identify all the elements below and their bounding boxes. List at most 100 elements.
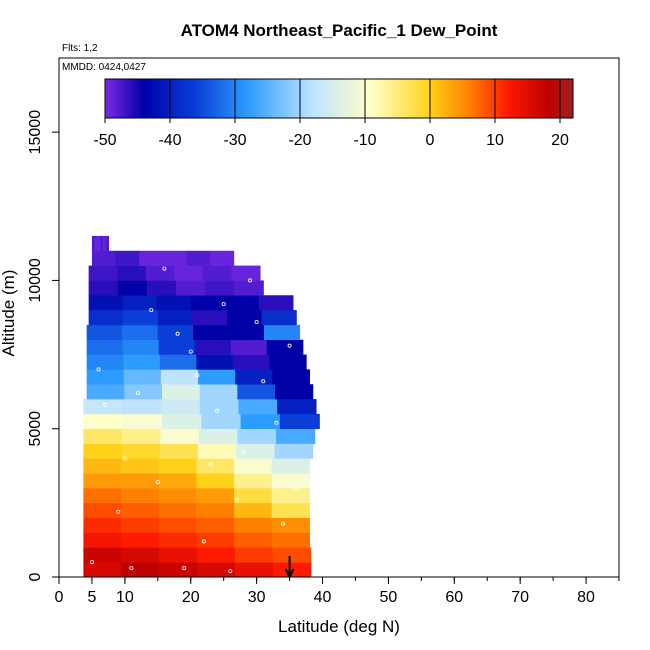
sample-point: [122, 456, 127, 461]
heatmap-cell: [159, 443, 199, 459]
heatmap-cell: [86, 324, 123, 341]
heatmap-cell: [83, 413, 124, 430]
heatmap-cell: [261, 310, 297, 326]
heatmap-cell: [258, 295, 294, 311]
heatmap-cell: [121, 428, 162, 444]
heatmap-cell: [157, 310, 194, 326]
colorbar-tick-label: 20: [551, 132, 569, 149]
heatmap-cell: [237, 384, 276, 400]
heatmap-cell: [201, 413, 242, 430]
heatmap-cell: [274, 443, 314, 459]
heatmap-cell: [105, 235, 110, 252]
y-tick-label: 15000: [27, 110, 44, 155]
heatmap-cell: [271, 502, 310, 518]
heatmap-cell: [196, 458, 235, 474]
heatmap-cell: [198, 369, 236, 385]
heatmap-cell: [194, 339, 232, 355]
heatmap-cell: [122, 399, 162, 415]
x-tick-label: 50: [380, 589, 398, 606]
x-tick-label: 0: [55, 589, 64, 606]
heatmap-cell: [234, 473, 273, 489]
heatmap-cell: [174, 265, 204, 281]
heatmap-cell: [237, 428, 277, 444]
heatmap-cell: [83, 517, 122, 533]
heatmap-cell: [227, 310, 263, 326]
heatmap-cell: [160, 399, 201, 415]
heatmap-cell: [162, 250, 187, 266]
dew-point-cells: [83, 235, 320, 577]
heatmap-cell: [196, 517, 235, 533]
sample-point: [215, 408, 220, 413]
colorbar-tick-label: -40: [158, 132, 181, 149]
heatmap-cell: [232, 354, 271, 370]
colorbar-tick-label: -10: [353, 132, 376, 149]
colorbar: -50 -40 -30 -20 -10 0 10 20: [93, 78, 574, 149]
heatmap-cell: [193, 324, 230, 341]
sample-point: [89, 560, 94, 565]
heatmap-cell: [86, 354, 124, 370]
heatmap-cell: [205, 280, 235, 296]
heatmap-cell: [86, 339, 124, 355]
x-tick-label: 60: [445, 589, 463, 606]
sample-point: [109, 242, 114, 247]
heatmap-cell: [122, 413, 163, 430]
heatmap-cell: [159, 354, 197, 370]
heatmap-cell: [269, 354, 307, 370]
heatmap-cell: [91, 250, 117, 266]
heatmap-cell: [83, 488, 122, 504]
y-tick-label: 0: [27, 572, 44, 581]
sample-point: [103, 402, 108, 407]
heatmap-cell: [196, 488, 235, 504]
sample-point: [201, 539, 206, 544]
heatmap-cell: [121, 502, 160, 518]
heatmap-cell: [209, 250, 235, 266]
heatmap-cell: [158, 532, 197, 548]
sample-point: [221, 302, 226, 307]
sample-point: [228, 569, 233, 574]
heatmap-cell: [198, 443, 237, 459]
heatmap-cell: [83, 532, 122, 548]
x-tick-label: 30: [248, 589, 266, 606]
heatmap-cell: [145, 265, 175, 281]
heatmap-cell: [83, 458, 122, 474]
heatmap-cell: [228, 324, 265, 341]
heatmap-cell: [158, 517, 197, 533]
colorbar-ticks: -50 -40 -30 -20 -10 0 10 20: [93, 79, 569, 149]
heatmap-cell: [139, 250, 164, 266]
heatmap-cell: [266, 339, 304, 355]
heatmap-cell: [272, 562, 312, 577]
sample-point: [129, 566, 134, 571]
x-axis: 0 5 10 20 30 40 50 60 70 80: [55, 577, 620, 606]
heatmap-cell: [146, 280, 177, 296]
x-axis-label: Latitude (deg N): [278, 617, 400, 636]
heatmap-cell: [88, 280, 119, 296]
heatmap-cell: [199, 384, 238, 400]
heatmap-cell: [234, 547, 274, 563]
heatmap-cell: [224, 295, 260, 311]
heatmap-cell: [83, 428, 123, 444]
sample-point: [149, 308, 154, 313]
y-tick-label: 10000: [27, 258, 44, 303]
heatmap-cell: [158, 458, 197, 474]
heatmap-cell: [186, 250, 211, 266]
heatmap-cell: [197, 562, 236, 577]
heatmap-cell: [196, 502, 235, 518]
heatmap-cell: [192, 310, 228, 326]
heatmap-cell: [240, 413, 281, 430]
heatmap-cell: [236, 443, 276, 459]
y-axis: 0 5000 10000 15000: [27, 110, 59, 581]
heatmap-cell: [100, 235, 104, 252]
heatmap-cell: [234, 562, 274, 577]
sample-point: [96, 367, 101, 372]
sample-point: [287, 343, 292, 348]
heatmap-cell: [121, 488, 160, 504]
heatmap-cell: [271, 532, 310, 548]
sample-point: [248, 278, 253, 283]
colorbar-tick-label: 0: [426, 132, 435, 149]
heatmap-cell: [115, 250, 140, 266]
flights-annotation: Flts: 1,2: [62, 43, 98, 54]
heatmap-cell: [161, 413, 202, 430]
chart-title: ATOM4 Northeast_Pacific_1 Dew_Point: [181, 21, 498, 40]
heatmap-cell: [272, 547, 312, 563]
heatmap-cell: [83, 547, 122, 563]
